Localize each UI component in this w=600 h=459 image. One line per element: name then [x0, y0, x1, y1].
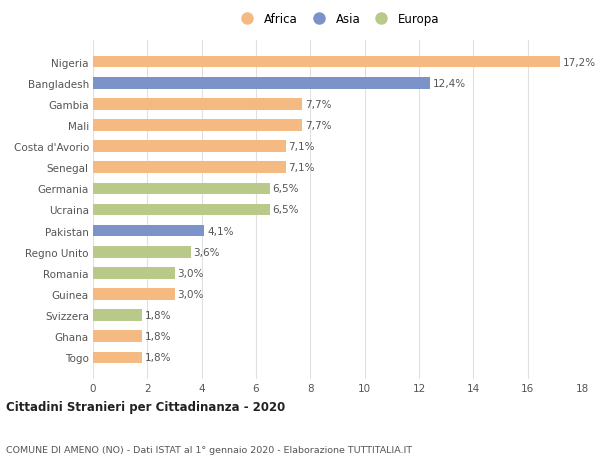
Text: 17,2%: 17,2%: [563, 57, 596, 67]
Text: 7,1%: 7,1%: [289, 163, 315, 173]
Bar: [93, 246, 191, 258]
Bar: [93, 99, 302, 111]
Bar: [93, 309, 142, 321]
Bar: [93, 289, 175, 300]
Text: 3,6%: 3,6%: [194, 247, 220, 257]
Bar: [93, 268, 175, 279]
Text: 1,8%: 1,8%: [145, 331, 171, 341]
Bar: [93, 78, 430, 90]
Text: 1,8%: 1,8%: [145, 353, 171, 363]
Bar: [93, 141, 286, 152]
Legend: Africa, Asia, Europa: Africa, Asia, Europa: [236, 13, 439, 27]
Text: COMUNE DI AMENO (NO) - Dati ISTAT al 1° gennaio 2020 - Elaborazione TUTTITALIA.I: COMUNE DI AMENO (NO) - Dati ISTAT al 1° …: [6, 445, 412, 454]
Bar: [93, 330, 142, 342]
Bar: [93, 225, 205, 237]
Text: 6,5%: 6,5%: [272, 205, 299, 215]
Text: Cittadini Stranieri per Cittadinanza - 2020: Cittadini Stranieri per Cittadinanza - 2…: [6, 400, 285, 413]
Text: 7,7%: 7,7%: [305, 100, 331, 110]
Text: 6,5%: 6,5%: [272, 184, 299, 194]
Text: 3,0%: 3,0%: [177, 268, 203, 278]
Bar: [93, 120, 302, 131]
Text: 1,8%: 1,8%: [145, 310, 171, 320]
Text: 12,4%: 12,4%: [433, 78, 466, 89]
Bar: [93, 56, 560, 68]
Bar: [93, 204, 269, 216]
Text: 3,0%: 3,0%: [177, 289, 203, 299]
Bar: [93, 162, 286, 174]
Bar: [93, 352, 142, 364]
Text: 7,1%: 7,1%: [289, 142, 315, 152]
Text: 7,7%: 7,7%: [305, 121, 331, 131]
Text: 4,1%: 4,1%: [207, 226, 233, 236]
Bar: [93, 183, 269, 195]
